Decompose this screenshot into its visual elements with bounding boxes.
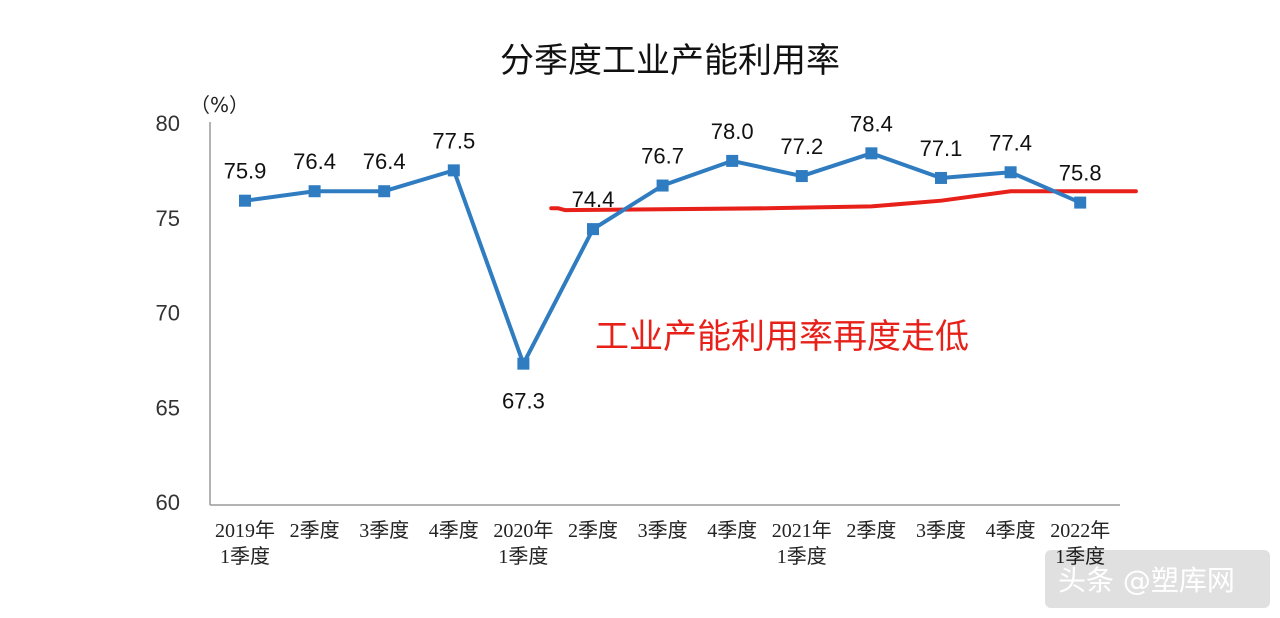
data-label: 75.9 xyxy=(224,159,267,184)
chart-title: 分季度工业产能利用率 xyxy=(500,41,840,81)
x-axis: 2019年 1季度 2季度 3季度 4季度 2020年 1季度 2季度 3季度 4季度 2021年 1… xyxy=(210,504,1120,568)
data-point xyxy=(865,147,878,160)
data-point xyxy=(935,171,947,184)
y-axis: 60 65 70 75 80 xyxy=(156,111,211,515)
data-point xyxy=(1004,166,1017,179)
x-tick-label: 4季度 xyxy=(429,519,479,542)
y-tick-label: 70 xyxy=(156,301,180,326)
data-label: 77.2 xyxy=(780,134,823,159)
x-tick-label: 2季度 xyxy=(290,519,340,542)
data-point xyxy=(447,164,460,177)
data-point xyxy=(587,223,599,236)
data-label: 78.4 xyxy=(850,111,893,136)
data-point xyxy=(1074,196,1087,209)
watermark-bg xyxy=(1045,550,1270,608)
trend-line xyxy=(549,189,1138,213)
data-label: 75.8 xyxy=(1059,161,1102,186)
data-point xyxy=(795,170,808,183)
data-point xyxy=(726,154,739,167)
y-tick-label: 80 xyxy=(156,111,180,136)
x-tick-label: 4季度 xyxy=(707,519,757,542)
data-label: 78.0 xyxy=(711,119,754,144)
data-label: 76.7 xyxy=(641,144,684,169)
data-label: 76.4 xyxy=(363,149,406,174)
watermark: 头条 @塑库网 xyxy=(1045,550,1270,608)
data-label: 76.4 xyxy=(293,149,336,174)
x-tick-label: 3季度 xyxy=(359,519,409,542)
x-tick-label: 2022年 1季度 xyxy=(1050,519,1110,568)
data-point xyxy=(378,185,391,198)
x-tick-label: 4季度 xyxy=(986,519,1036,542)
data-label: 77.4 xyxy=(989,130,1032,155)
x-tick-label: 3季度 xyxy=(916,519,966,542)
y-tick-label: 60 xyxy=(156,490,180,515)
x-tick-label: 2季度 xyxy=(568,519,618,542)
x-tick-label: 2020年 1季度 xyxy=(493,519,553,568)
data-point xyxy=(239,194,251,207)
x-tick-label: 3季度 xyxy=(638,519,688,542)
y-tick-label: 65 xyxy=(156,395,180,420)
data-point xyxy=(308,185,321,198)
x-tick-label: 2季度 xyxy=(846,519,896,542)
annotation-text: 工业产能利用率再度走低 xyxy=(595,317,969,357)
data-label: 77.1 xyxy=(920,136,963,161)
data-label: 77.5 xyxy=(432,128,475,153)
data-point xyxy=(517,357,530,370)
y-tick-label: 75 xyxy=(156,206,180,231)
data-label: 74.4 xyxy=(572,187,615,212)
x-tick-label: 2021年 1季度 xyxy=(772,519,832,568)
y-axis-unit: （%） xyxy=(190,93,249,117)
watermark-text: 头条 @塑库网 xyxy=(1058,564,1235,597)
x-tick-label: 2019年 1季度 xyxy=(215,519,275,568)
data-label: 67.3 xyxy=(502,389,545,414)
data-point xyxy=(656,179,669,192)
